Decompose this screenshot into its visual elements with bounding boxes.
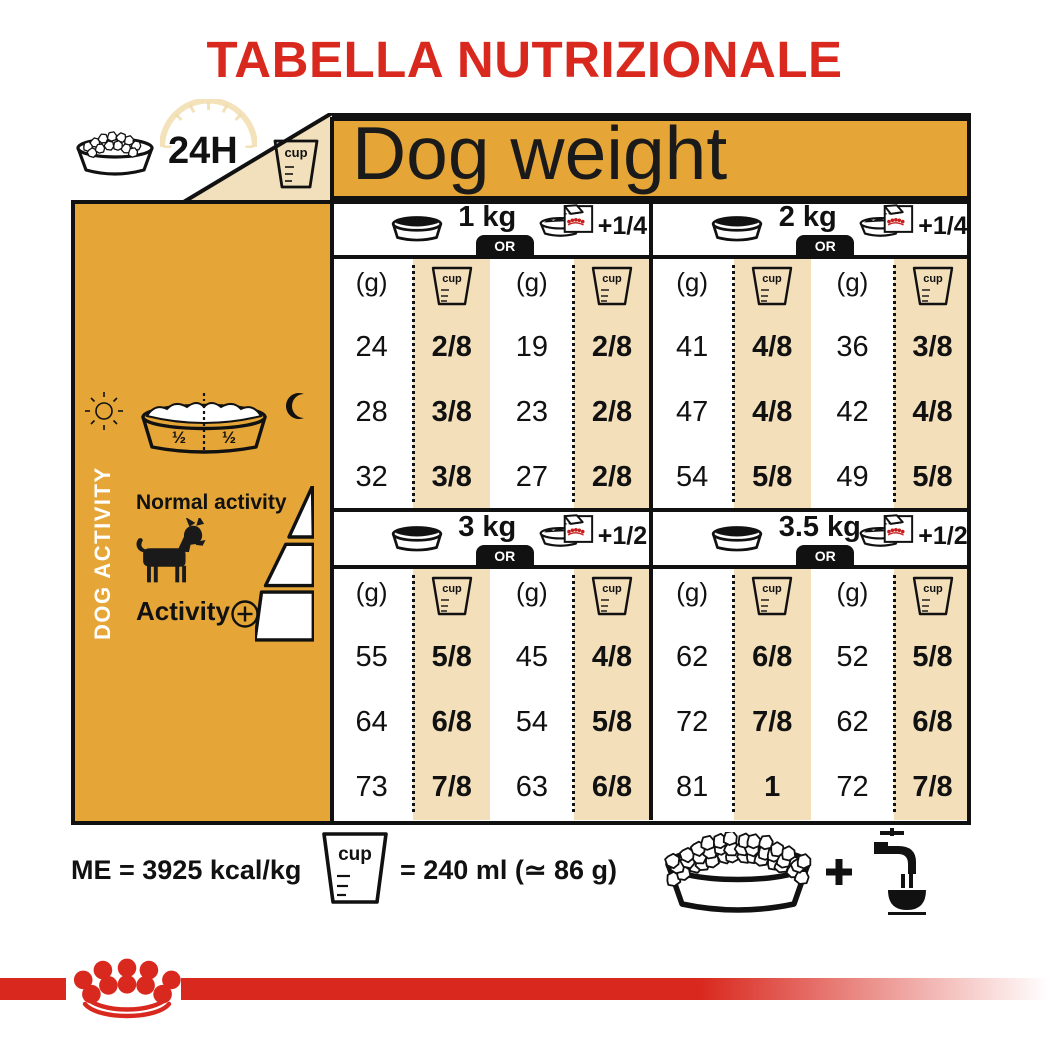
svg-text:½: ½ <box>172 428 186 447</box>
svg-text:½: ½ <box>222 428 236 447</box>
svg-text:cup: cup <box>284 145 307 160</box>
svg-text:cup: cup <box>338 844 372 865</box>
